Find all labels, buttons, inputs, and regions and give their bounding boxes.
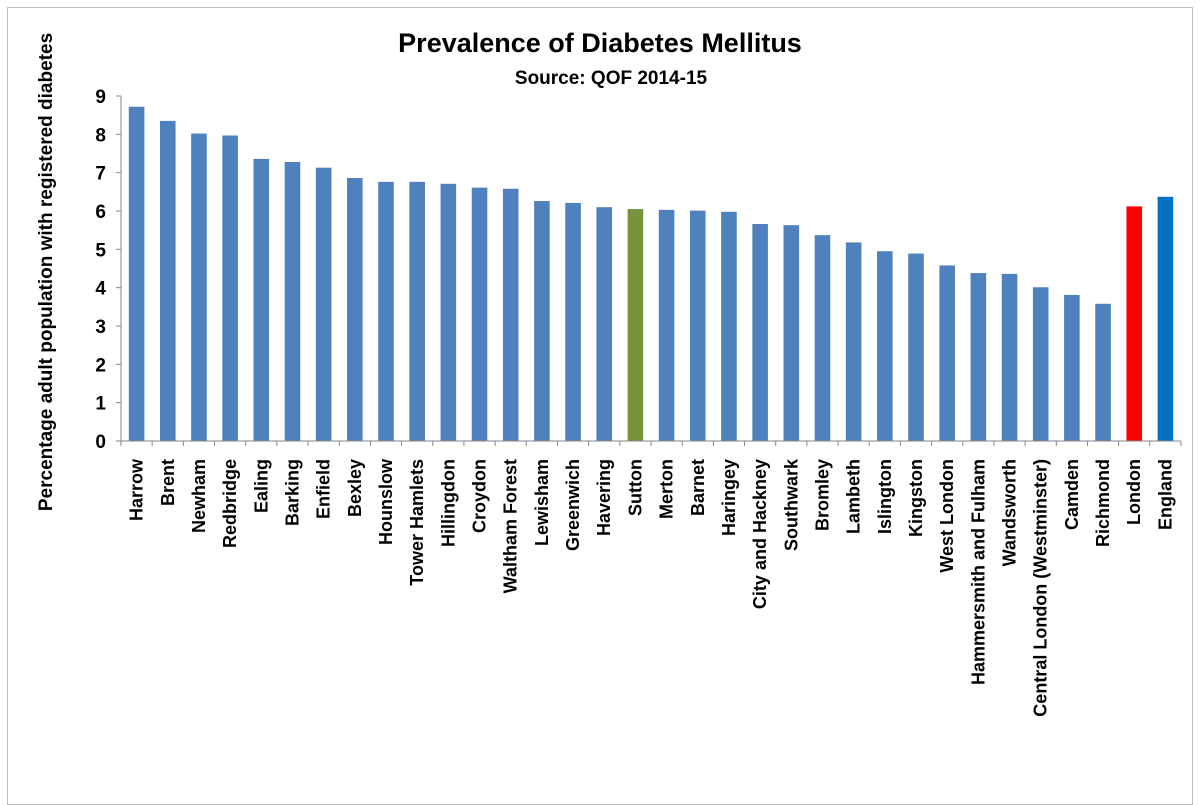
x-tick-label: Hammersmith and Fulham	[968, 459, 988, 685]
bar-redbridge	[222, 135, 238, 441]
bar-enfield	[315, 167, 332, 441]
x-tick-label: Wandsworth	[1000, 459, 1020, 566]
bar-harrow	[128, 106, 145, 441]
x-tick-label: Haringey	[719, 459, 739, 536]
y-tick-label: 0	[95, 432, 106, 453]
bar-haringey	[721, 211, 737, 441]
x-tick-label: Havering	[594, 459, 614, 536]
bar-city-and-hackney	[752, 224, 768, 441]
y-tick-label: 8	[95, 125, 106, 146]
x-tick-label: Bexley	[345, 459, 365, 517]
y-tick-label: 2	[95, 355, 106, 376]
bar-bromley	[814, 235, 831, 441]
y-tick-label: 5	[95, 240, 106, 261]
bar-england	[1157, 196, 1174, 441]
bar-camden	[1064, 294, 1080, 441]
bar-central-london-westminster	[1032, 287, 1049, 441]
x-tick-label: City and Hackney	[750, 459, 770, 609]
bar-lewisham	[534, 201, 550, 441]
x-tick-label: Kingston	[906, 459, 926, 537]
x-tick-label: Camden	[1062, 459, 1082, 530]
bar-sutton	[627, 209, 644, 441]
bar-newham	[191, 133, 207, 442]
x-tick-label: Islington	[875, 459, 895, 534]
bar-barnet	[689, 210, 706, 441]
bar-southwark	[783, 225, 800, 441]
x-tick-label: Waltham Forest	[501, 459, 521, 593]
x-tick-label: Greenwich	[563, 459, 583, 551]
x-tick-label: Hillingdon	[438, 459, 458, 547]
bar-croydon	[471, 187, 488, 441]
bar-tower-hamlets	[409, 181, 425, 441]
bar-barking	[284, 161, 301, 441]
x-tick-label: Enfield	[314, 459, 334, 519]
x-tick-label: Tower Hamlets	[407, 459, 427, 586]
chart-subtitle: Source: QOF 2014-15	[515, 68, 708, 89]
x-tick-label: Central London (Westminster)	[1031, 459, 1051, 717]
y-tick-label: 3	[95, 317, 106, 338]
y-tick-label: 1	[95, 394, 106, 415]
bar-kingston	[908, 253, 924, 441]
bar-hounslow	[378, 181, 394, 441]
bar-merton	[658, 209, 675, 441]
x-tick-label: Newham	[189, 459, 209, 533]
chart-title: Prevalence of Diabetes Mellitus	[398, 28, 802, 58]
axes-group	[120, 96, 1181, 442]
y-axis-label: Percentage adult population with registe…	[36, 33, 57, 511]
bar-bexley	[347, 178, 363, 442]
bar-waltham-forest	[502, 188, 519, 441]
x-tick-label: Barnet	[688, 459, 708, 516]
bar-greenwich	[565, 202, 581, 441]
y-tick-label: 4	[95, 279, 106, 300]
y-axis-ticks: 0 1 2 3 4 5 6 7 8 9	[95, 87, 121, 453]
y-tick-label: 6	[95, 202, 106, 223]
x-tick-label: Hounslow	[376, 458, 396, 545]
x-tick-label: Southwark	[781, 458, 801, 551]
x-tick-label: Merton	[657, 459, 677, 519]
bar-ealing	[253, 158, 270, 441]
bar-brent	[159, 120, 176, 442]
x-tick-label: Ealing	[251, 459, 271, 513]
y-tick-label: 7	[95, 164, 106, 185]
x-tick-label: Redbridge	[220, 459, 240, 548]
x-tick-label: Lambeth	[844, 459, 864, 534]
x-tick-label: Bromley	[812, 459, 832, 531]
x-tick-label: West London	[937, 459, 957, 573]
x-tick-label: Richmond	[1093, 459, 1113, 547]
bar-islington	[877, 251, 893, 441]
x-tick-label: Harrow	[127, 458, 147, 521]
x-tick-label: Sutton	[625, 459, 645, 516]
bar-lambeth	[845, 242, 862, 441]
x-tick-label: Lewisham	[532, 459, 552, 546]
bar-richmond	[1095, 303, 1111, 441]
bar-west-london	[939, 265, 955, 441]
bar-hillingdon	[440, 183, 457, 442]
x-axis-ticks: Harrow Brent Newham Redbridge Ealing Barking E…	[120, 441, 1182, 717]
bar-wandsworth	[1001, 273, 1018, 441]
x-tick-label: Croydon	[470, 459, 490, 533]
x-tick-label: Brent	[158, 459, 178, 506]
x-tick-label: England	[1155, 459, 1175, 530]
x-tick-label: Barking	[282, 459, 302, 526]
y-tick-label: 9	[95, 87, 106, 108]
bar-havering	[596, 207, 613, 441]
x-tick-label: London	[1124, 459, 1144, 525]
bar-london	[1126, 206, 1143, 441]
bar-hammersmith-and-fulham	[970, 273, 987, 441]
bars-group	[128, 106, 1174, 442]
